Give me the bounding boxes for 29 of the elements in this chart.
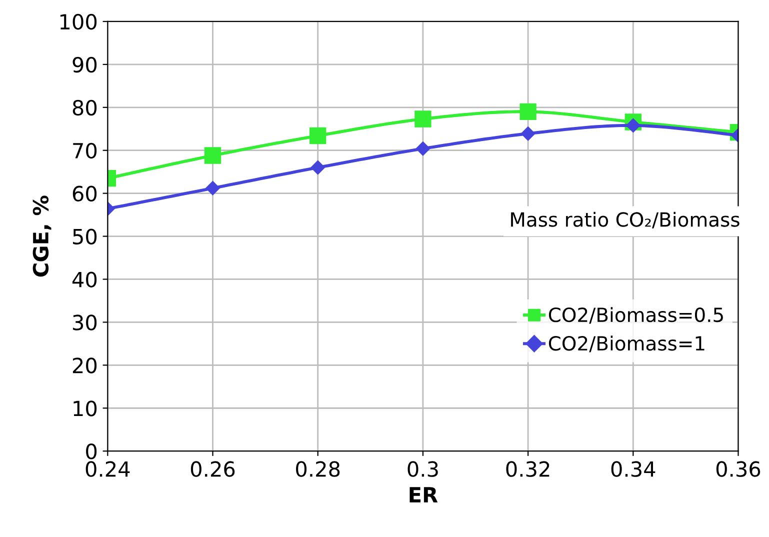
y-tick-label: 90 (72, 56, 97, 73)
y-tick-label: 70 (73, 142, 97, 159)
annotation: Mass ratio CO₂/Biomass (511, 212, 740, 228)
x-tick-label: 0.24 (86, 461, 130, 477)
x-tick-label: 0.28 (296, 461, 340, 477)
y-tick-label: 80 (72, 100, 97, 116)
point (416, 142, 430, 156)
x-tick-label: 0.3 (408, 461, 438, 477)
x-tick-label: 0.36 (716, 461, 760, 477)
y-tick-label: 20 (72, 358, 97, 374)
x-tick-label: 0.26 (190, 461, 235, 477)
y-axis-title: CGE, % (32, 196, 52, 277)
y-tick-label: 50 (73, 228, 97, 244)
x-axis-title: ER (410, 487, 438, 502)
y-tick-label: 40 (72, 272, 97, 288)
y-tick-label: 30 (73, 314, 97, 330)
point (520, 126, 536, 141)
legend-label: CO2/Biomass=1 (548, 336, 704, 352)
point (520, 103, 536, 120)
point (414, 110, 432, 128)
point (310, 160, 325, 175)
y-tick-label: 60 (72, 186, 97, 202)
legend-label: CO2/Biomass=0.5 (548, 307, 723, 324)
y-tick-label: 100 (60, 14, 97, 30)
y-tick-label: 10 (74, 400, 97, 416)
x-tick-label: 0.34 (611, 461, 656, 477)
x-tick-label: 0.32 (506, 461, 550, 477)
point (310, 127, 326, 144)
y-tick-label: 0 (86, 444, 97, 460)
